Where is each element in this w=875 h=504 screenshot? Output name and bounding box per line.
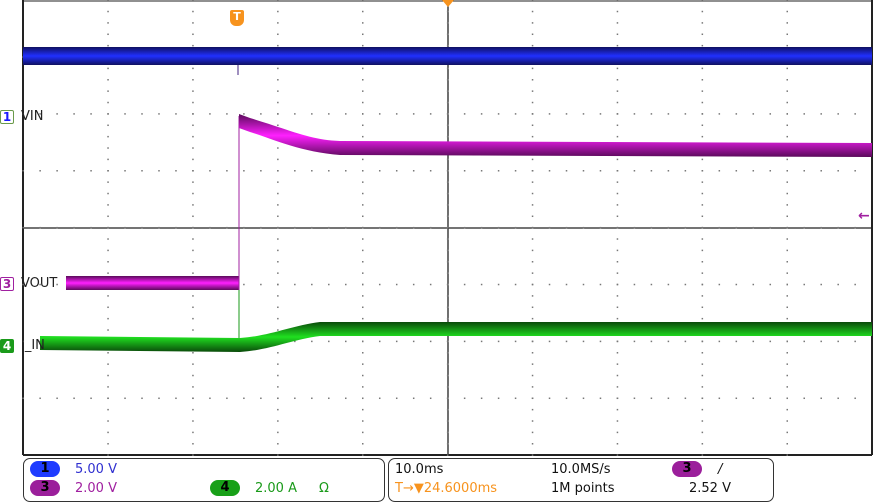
trigger-position: 24.6000ms (423, 480, 498, 496)
trigger-position-marker[interactable]: T (230, 10, 244, 26)
ch4-scale: 2.00 A (255, 480, 297, 496)
ch4-marker[interactable]: 4 I_IN (0, 338, 45, 354)
vertical-settings-panel[interactable]: 1 5.00 V 3 2.00 V 4 2.00 A Ω (23, 458, 385, 502)
record-length: 1M points (551, 480, 615, 496)
ch3-marker[interactable]: 3 VOUT (0, 276, 57, 292)
ch1-marker[interactable]: 1 VIN (0, 109, 43, 125)
ch3-label: VOUT (21, 276, 58, 291)
waveform-plot (22, 0, 873, 456)
ch1-scale: 5.00 V (75, 461, 117, 477)
trigger-expansion-point-icon (442, 0, 454, 7)
horizontal-trigger-panel[interactable]: 10.0ms T→▼ 24.6000ms 10.0MS/s 1M points … (388, 458, 774, 502)
ch3-scale: 2.00 V (75, 480, 117, 496)
ch4-badge[interactable]: 4 (210, 480, 240, 496)
ch3-badge[interactable]: 3 (30, 480, 60, 496)
ch4-number: 4 (0, 339, 14, 353)
ch4-termination-icon: Ω (318, 480, 329, 496)
ch4-trace (40, 290, 872, 352)
timebase-scale: 10.0ms (395, 461, 444, 477)
trigger-source-badge[interactable]: 3 (672, 461, 702, 477)
trigger-level: 2.52 V (689, 480, 731, 496)
ch4-label: I_IN (21, 338, 45, 353)
trigger-slope-rising-icon: / (718, 461, 723, 477)
ch1-label: VIN (21, 109, 44, 124)
ch3-number: 3 (0, 277, 14, 291)
trigger-level-arrow-icon[interactable]: ← (858, 208, 870, 224)
ch3-trace (66, 114, 872, 290)
ch1-badge[interactable]: 1 (30, 461, 60, 477)
trigger-position-prefix: T→▼ (395, 480, 424, 496)
ch1-trace (23, 47, 872, 65)
ch1-number: 1 (0, 110, 14, 124)
sample-rate: 10.0MS/s (551, 461, 611, 477)
